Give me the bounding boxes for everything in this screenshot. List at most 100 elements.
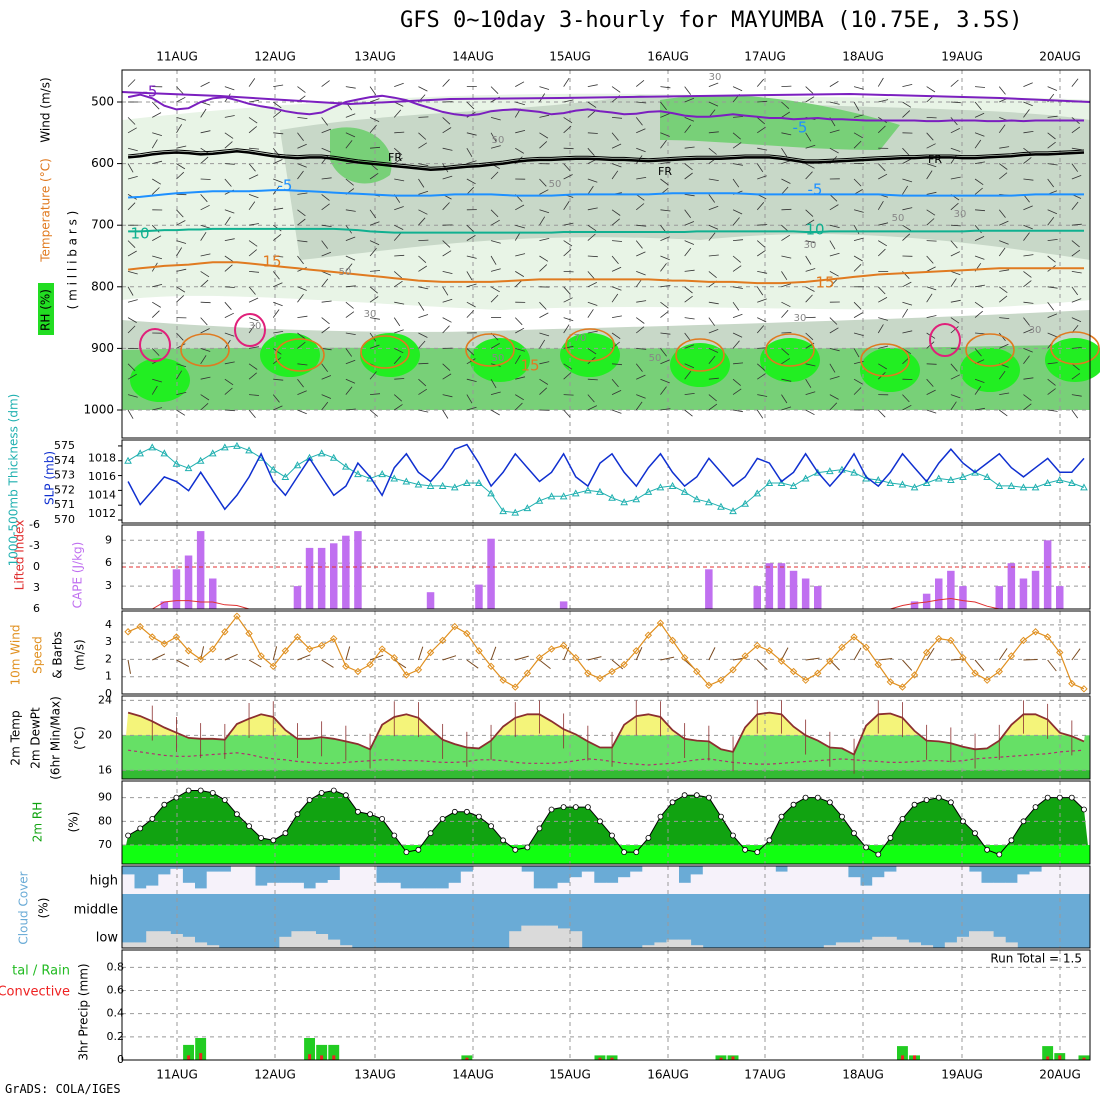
- rh-point: [572, 804, 579, 810]
- wind-barb: [152, 160, 163, 164]
- wind-barb: [490, 409, 500, 416]
- wind-barb: [490, 240, 501, 244]
- wind-barb: [684, 363, 695, 369]
- wind-barb: [345, 236, 356, 241]
- wind-speed-point: [1043, 633, 1052, 641]
- wind-barb: [950, 658, 965, 661]
- wind-barb: [684, 86, 692, 95]
- cloud-high-gap: [618, 877, 631, 894]
- wind-barb: [684, 295, 693, 303]
- isotherm-label: -5: [808, 181, 823, 199]
- ylabel-barbs: & Barbs: [51, 631, 65, 679]
- cloud-high-gap: [206, 871, 220, 894]
- wind-speed-point: [414, 666, 423, 674]
- wind-barb: [224, 216, 231, 226]
- wind-barb: [636, 224, 647, 227]
- wind-barb: [321, 203, 330, 211]
- wind-barb: [708, 232, 716, 241]
- cloud-high-gap: [1077, 866, 1091, 894]
- wind-barb: [1023, 377, 1034, 380]
- rh-contour-label: 30: [954, 209, 967, 220]
- wind-barb: [636, 147, 646, 153]
- wind-barb: [853, 255, 863, 262]
- wind-barb: [127, 202, 136, 211]
- panel-bg: [122, 950, 1090, 1060]
- wind-barb: [756, 240, 766, 248]
- wind-barb: [805, 378, 812, 388]
- cloud-high-gap: [279, 882, 292, 894]
- wind-barb: [926, 191, 937, 195]
- wind-barb: [975, 209, 986, 212]
- cloud-high-gap: [158, 874, 171, 894]
- wind-barb: [805, 286, 815, 292]
- wind-barb: [490, 117, 501, 121]
- wind-barb: [224, 387, 233, 395]
- cloud-low-bar: [146, 931, 159, 948]
- wind-barb: [732, 178, 740, 188]
- rh-point: [996, 851, 1003, 858]
- cloud-high-gap: [460, 871, 474, 894]
- wind-barb: [224, 238, 235, 241]
- wind-barb: [248, 297, 259, 303]
- precip-total-bar: [897, 1046, 908, 1060]
- wind-speed-point: [559, 641, 568, 650]
- wind-barb: [1071, 317, 1082, 323]
- y-tick-label: 0.8: [107, 960, 125, 973]
- wind-barb: [805, 163, 815, 169]
- wind-barb: [636, 271, 646, 276]
- wind-barb: [708, 254, 719, 257]
- wind-barb: [151, 385, 158, 395]
- thickness-point: [692, 495, 701, 503]
- wind-barb: [369, 124, 377, 134]
- thickness-point: [499, 507, 507, 515]
- wind-barb: [732, 255, 741, 263]
- wind-barb: [539, 216, 546, 226]
- wind-barb: [345, 359, 356, 365]
- wind-barb: [757, 175, 767, 180]
- wind-speed-point: [184, 647, 193, 655]
- wind-barb: [732, 217, 740, 226]
- cloud-high-gap: [218, 871, 232, 894]
- wind-barb: [926, 389, 936, 395]
- wind-barb: [781, 348, 790, 356]
- wind-barb: [950, 394, 961, 399]
- wind-barb: [394, 348, 404, 354]
- wind-barb: [999, 146, 1010, 149]
- panel-frame: [121, 524, 1091, 610]
- wind-barb: [466, 147, 473, 158]
- wind-barb: [877, 125, 886, 134]
- cape-bar: [160, 601, 169, 609]
- cape-bar: [910, 601, 919, 609]
- wind-barb: [1047, 209, 1058, 215]
- wind-barb: [757, 126, 766, 134]
- wind-barb: [611, 132, 619, 141]
- thickness-point: [1068, 478, 1076, 486]
- thickness-point: [765, 478, 774, 486]
- thickness-point: [402, 477, 411, 485]
- cloud-high-gap: [400, 888, 413, 894]
- isotherm-line: [127, 261, 1084, 285]
- wind-barb: [950, 363, 958, 372]
- wind-barb: [224, 141, 233, 149]
- wind-barb: [902, 147, 910, 156]
- wind-barb: [805, 363, 816, 367]
- wind-barb: [297, 255, 304, 265]
- ylabel-speed: Speed: [31, 636, 45, 674]
- wind-barb: [393, 232, 402, 241]
- wind-barb: [539, 178, 547, 187]
- wind-barb: [394, 131, 405, 134]
- cloud-high-gap: [642, 866, 655, 894]
- thickness-point: [608, 493, 616, 501]
- wind-barb: [926, 293, 933, 303]
- wind-barb: [345, 408, 356, 411]
- wind-barb: [853, 101, 860, 111]
- cloud-panel: high middle low Cloud Cover (%): [17, 865, 1091, 949]
- cloud-high-gap: [787, 866, 800, 894]
- thickness-point: [971, 468, 979, 476]
- rh-point: [318, 790, 325, 796]
- isotherm-label: -5: [278, 177, 293, 195]
- wind-barb: [1071, 409, 1079, 419]
- cloud-low-bar: [291, 931, 304, 948]
- wind-barb: [272, 309, 280, 318]
- wind-barb: [490, 343, 500, 349]
